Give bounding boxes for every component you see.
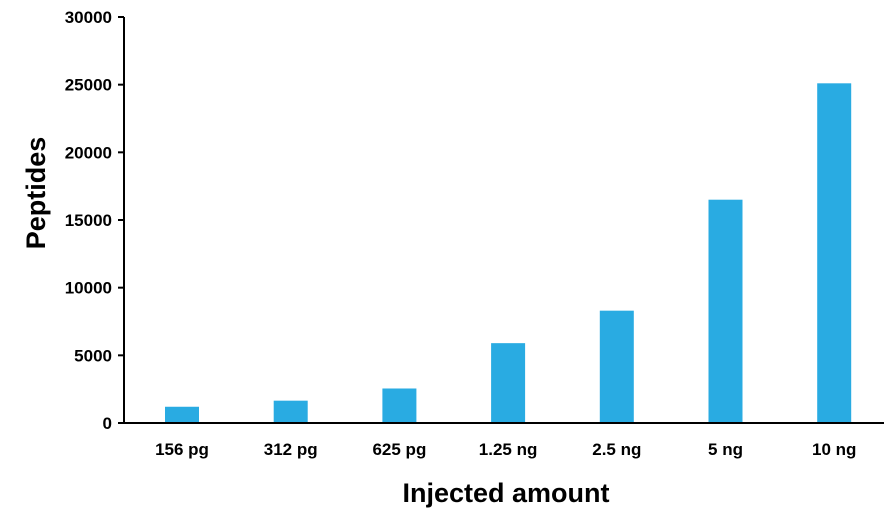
x-tick-label: 1.25 ng (479, 440, 538, 459)
bar (382, 388, 417, 423)
y-tick-label: 5000 (74, 346, 112, 365)
bar (165, 406, 199, 423)
bar (491, 343, 526, 423)
x-tick-label: 156 pg (155, 440, 209, 459)
x-tick-label: 5 ng (708, 440, 743, 459)
y-tick-label: 10000 (65, 279, 112, 298)
x-axis-title: Injected amount (402, 478, 609, 508)
x-axis-tick-labels: 156 pg 312 pg 625 pg 1.25 ng 2.5 ng 5 ng 10 ng (155, 440, 856, 459)
x-tick-label: 2.5 ng (592, 440, 641, 459)
y-tick-label: 25000 (65, 76, 112, 95)
y-tick-label: 30000 (65, 8, 112, 27)
y-tick-label: 0 (103, 414, 112, 433)
x-tick-label: 625 pg (372, 440, 426, 459)
x-tick-label: 312 pg (264, 440, 318, 459)
bar (599, 310, 634, 423)
y-axis-title: Peptides (21, 137, 51, 250)
bar (273, 400, 308, 423)
y-axis-ticks: 0 5000 10000 15000 20000 25000 30000 (65, 8, 124, 433)
bars-group (165, 83, 852, 424)
bar (708, 199, 743, 423)
y-tick-label: 15000 (65, 211, 112, 230)
y-tick-label: 20000 (65, 143, 112, 162)
x-tick-label: 10 ng (812, 440, 856, 459)
bar (817, 83, 852, 424)
